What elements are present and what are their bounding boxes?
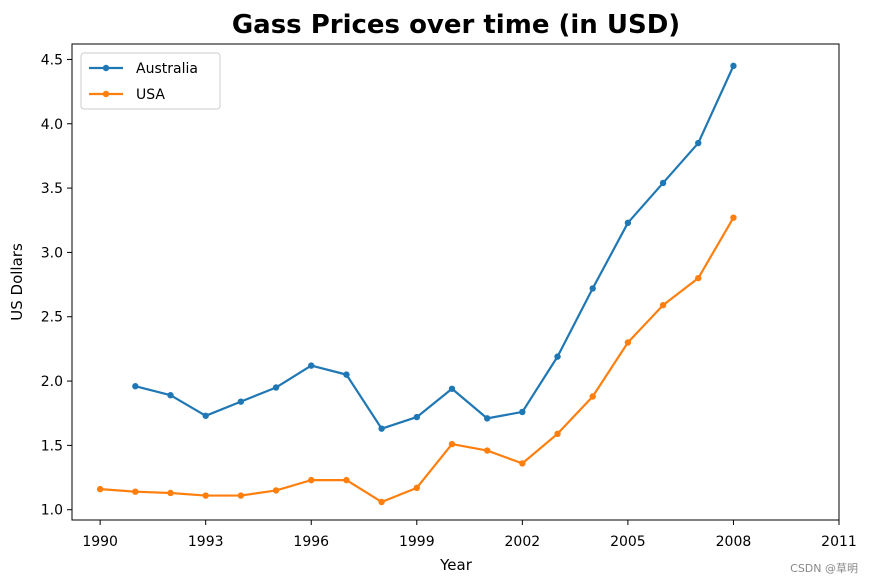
data-point-usa [554,430,561,438]
x-tick-label: 1990 [82,534,118,550]
data-point-australia [272,384,280,391]
data-point-australia [308,362,315,369]
data-point-usa [730,214,737,221]
watermark: CSDN @草明 [790,562,858,575]
data-point-australia [519,408,526,416]
x-tick-label: 2011 [821,534,857,550]
data-point-usa [237,492,245,499]
y-tick-label: 2.0 [41,374,63,390]
data-point-australia [343,371,350,378]
legend-label-australia: Australia [136,61,198,77]
x-tick-label: 2008 [716,534,752,550]
data-point-australia [624,219,632,227]
data-point-australia [378,425,385,432]
y-tick-label: 4.5 [41,52,63,68]
legend-marker-usa [102,90,110,98]
data-point-usa [308,476,315,484]
data-point-australia [695,139,702,147]
x-tick-label: 2002 [505,534,541,550]
data-point-australia [132,383,139,390]
data-point-australia [483,415,491,422]
x-tick-label: 2005 [610,534,646,550]
y-tick-label: 4.0 [41,117,63,133]
y-axis-label: US Dollars [8,243,26,321]
y-tick-label: 3.0 [41,245,63,261]
x-tick-label: 1999 [399,534,435,550]
data-point-usa [659,301,667,309]
data-point-australia [237,398,245,405]
y-tick-label: 3.5 [41,181,63,197]
data-point-usa [272,487,280,494]
legend-marker-australia [102,64,110,72]
data-point-usa [413,484,420,492]
data-point-usa [695,274,702,282]
data-point-usa [202,492,209,499]
series-line-australia [135,65,735,430]
data-point-usa [448,440,456,448]
data-point-usa [343,476,350,484]
data-point-australia [413,413,420,421]
data-point-usa [589,393,596,400]
data-point-usa [483,447,491,454]
series-line-usa [100,217,735,504]
data-point-australia [448,385,456,392]
data-point-australia [659,179,667,187]
data-point-usa [624,339,632,346]
x-tick-label: 1996 [293,534,329,550]
plot-frame [71,43,840,521]
y-tick-label: 2.5 [41,310,63,326]
legend-label-usa: USA [136,87,165,103]
data-point-usa [167,489,174,497]
legend: Australia USA [80,52,221,110]
y-tick-label: 1.0 [41,503,63,519]
data-point-australia [167,392,174,399]
data-point-australia [589,285,596,292]
y-tick-label: 1.5 [41,438,63,454]
data-point-australia [554,353,561,360]
x-tick-label: 1993 [188,534,224,550]
data-point-usa [132,488,139,495]
data-point-usa [378,498,385,506]
x-axis-label: Year [439,556,473,574]
chart-title: Gass Prices over time (in USD) [232,10,680,40]
data-point-australia [202,412,209,419]
data-point-australia [730,62,737,70]
data-point-usa [519,460,526,467]
data-point-usa [96,485,104,493]
